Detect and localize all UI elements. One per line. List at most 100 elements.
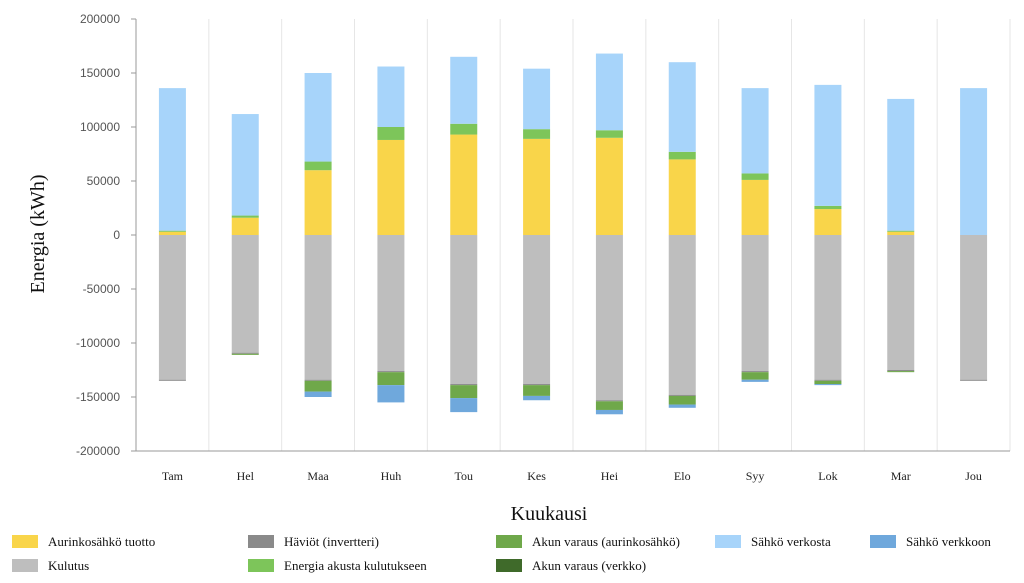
x-axis-title: Kuukausi: [511, 503, 588, 525]
legend-item: Kulutus: [12, 558, 89, 573]
x-tick-label: Tam: [162, 469, 184, 483]
legend-item: Sähkö verkkoon: [870, 534, 991, 549]
legend: Aurinkosähkö tuotto Kulutus Häviöt (invert…: [12, 534, 991, 573]
bar-segment: Aurinkosähkö tuotto Maa: 60000: [304, 170, 332, 235]
bar-segment: Kulutus Hel: -109000: [231, 235, 259, 353]
bar-segment: Häviöt (invertteri) Mar: -1000: [887, 370, 915, 372]
bar-segment: Sähkö verkosta Tou: 62000: [450, 56, 478, 124]
x-tick-label: Jou: [965, 469, 982, 483]
bar-segment: Häviöt (invertteri) Tam: -1000: [158, 379, 186, 381]
bar-segment: Energia akusta kulutukseen Maa: 8000: [304, 161, 332, 171]
bar-segment: Aurinkosähkö tuotto Hel: 16000: [231, 217, 259, 235]
legend-swatch: [496, 559, 522, 572]
bar-segment: Kulutus Hei: -153000: [595, 235, 623, 401]
bar-segment: Aurinkosähkö tuotto Syy: 51000: [741, 179, 769, 235]
bar-segment: Sähkö verkkoon Syy: -2000: [741, 379, 769, 382]
bar-segment: Häviöt (invertteri) Elo: -1000: [668, 394, 696, 396]
bar-segment: Sähkö verkosta Syy: 79000: [741, 88, 769, 174]
bar-segment: Aurinkosähkö tuotto Elo: 70000: [668, 159, 696, 235]
legend-label: Akun varaus (verkko): [532, 558, 646, 573]
legend-swatch: [496, 535, 522, 548]
bar-segment: Energia akusta kulutukseen Syy: 6000: [741, 173, 769, 180]
x-tick-label: Kes: [527, 469, 546, 483]
axes: [131, 18, 1010, 452]
bar-segment: Häviöt (invertteri) Jou: -1000: [960, 379, 988, 381]
legend-label: Aurinkosähkö tuotto: [48, 534, 155, 549]
bar-segment: Kulutus Maa: -134000: [304, 235, 332, 380]
bar-segment: Sähkö verkosta Lok: 112000: [814, 84, 842, 206]
legend-swatch: [870, 535, 896, 548]
y-tick-label: 50000: [87, 174, 121, 188]
bar-segment: Kulutus Huh: -126000: [377, 235, 405, 372]
bar-segment: Sähkö verkosta Maa: 82000: [304, 73, 332, 162]
x-tick-label: Elo: [674, 469, 691, 483]
bar-segment: Akun varaus (aurinkosähkö) Tou: -12000: [450, 385, 478, 399]
bar-segment: Häviöt (invertteri) Kes: -1000: [523, 384, 551, 386]
y-tick-label: -200000: [76, 444, 120, 458]
bar-segment: Kulutus Tou: -138000: [450, 235, 478, 385]
bar-segment: Kulutus Lok: -134000: [814, 235, 842, 380]
x-tick-label: Syy: [746, 469, 765, 483]
bar-segment: Aurinkosähkö tuotto Lok: 24000: [814, 209, 842, 235]
bar-segment: Kulutus Jou: -134000: [960, 235, 988, 380]
bar-segment: Häviöt (invertteri) Syy: -1000: [741, 371, 769, 373]
bar-segment: Sähkö verkosta Elo: 83000: [668, 62, 696, 152]
bar-segment: Energia akusta kulutukseen Huh: 12000: [377, 127, 405, 140]
bar-segment: Akun varaus (aurinkosähkö) Elo: -8000: [668, 395, 696, 405]
bar-segment: Akun varaus (aurinkosähkö) Huh: -12000: [377, 372, 405, 386]
bar-segment: Akun varaus (aurinkosähkö) Hel: -1000: [231, 353, 259, 355]
legend-swatch: [12, 559, 38, 572]
bar-segment: Energia akusta kulutukseen Kes: 9000: [523, 129, 551, 139]
y-tick-label: 0: [113, 228, 120, 242]
bar-segment: Sähkö verkkoon Lok: -1000: [814, 384, 842, 386]
y-tick-label: -150000: [76, 390, 120, 404]
bar-segment: Akun varaus (aurinkosähkö) Syy: -7000: [741, 372, 769, 380]
bar-segment: Kulutus Mar: -125000: [887, 235, 915, 370]
x-tick-label: Lok: [818, 469, 837, 483]
bar-segment: Sähkö verkosta Kes: 56000: [523, 68, 551, 130]
bar-segment: Sähkö verkkoon Kes: -4000: [523, 395, 551, 401]
y-tick-label: 150000: [80, 66, 120, 80]
legend-item: Akun varaus (aurinkosähkö): [496, 534, 680, 549]
bar-segment: Kulutus Kes: -138000: [523, 235, 551, 385]
bar-segment: Aurinkosähkö tuotto Huh: 88000: [377, 139, 405, 235]
bar-segment: Energia akusta kulutukseen Hel: 2000: [231, 215, 259, 218]
legend-swatch: [715, 535, 741, 548]
bar-segment: Aurinkosähkö tuotto Kes: 89000: [523, 138, 551, 235]
legend-label: Sähkö verkkoon: [906, 534, 991, 549]
y-tick-label: -100000: [76, 336, 120, 350]
legend-item: Energia akusta kulutukseen: [248, 558, 427, 573]
x-tick-label: Huh: [381, 469, 402, 483]
y-tick-label: 100000: [80, 120, 120, 134]
legend-label: Kulutus: [48, 558, 89, 573]
bar-segment: Häviöt (invertteri) Hel: -1000: [231, 352, 259, 354]
x-tick-label: Hel: [237, 469, 255, 483]
bar-segment: Sähkö verkosta Hei: 71000: [595, 53, 623, 131]
legend-label: Häviöt (invertteri): [284, 534, 379, 549]
bar-segment: Energia akusta kulutukseen Tou: 10000: [450, 123, 478, 135]
y-tick-labels: 200000 150000 100000 50000 0 -50000 -100000 -15…: [76, 12, 120, 458]
bar-segment: Häviöt (invertteri) Tou: -1000: [450, 384, 478, 386]
legend-label: Sähkö verkosta: [751, 534, 831, 549]
x-tick-label: Hei: [601, 469, 619, 483]
bar-segment: Häviöt (invertteri) Huh: -1000: [377, 371, 405, 373]
legend-label: Akun varaus (aurinkosähkö): [532, 534, 680, 549]
bar-segment: Energia akusta kulutukseen Elo: 7000: [668, 151, 696, 160]
bar-segment: Häviöt (invertteri) Lok: -1000: [814, 379, 842, 381]
bar-segment: Sähkö verkosta Mar: 122000: [887, 98, 915, 231]
legend-item: Häviöt (invertteri): [248, 534, 379, 549]
bar-segment: Aurinkosähkö tuotto Mar: 3000: [887, 231, 915, 235]
bar-segment: Sähkö verkosta Tam: 132000: [158, 88, 186, 231]
x-tick-labels: Tam Hel Maa Huh Tou Kes Hei Elo Syy Lok Mar Jou: [162, 469, 982, 483]
legend-swatch: [248, 535, 274, 548]
x-tick-label: Mar: [891, 469, 911, 483]
bar-segment: Kulutus Elo: -148000: [668, 235, 696, 395]
bar-segment: Häviöt (invertteri) Hei: -1000: [595, 400, 623, 402]
y-tick-label: 200000: [80, 12, 120, 26]
bar-segment: Energia akusta kulutukseen Mar: 1000: [887, 230, 915, 232]
bar-segment: Sähkö verkkoon Elo: -3000: [668, 404, 696, 408]
bar-segment: Sähkö verkosta Huh: 56000: [377, 66, 405, 127]
x-tick-label: Maa: [307, 469, 329, 483]
bar-segment: Kulutus Tam: -134000: [158, 235, 186, 380]
